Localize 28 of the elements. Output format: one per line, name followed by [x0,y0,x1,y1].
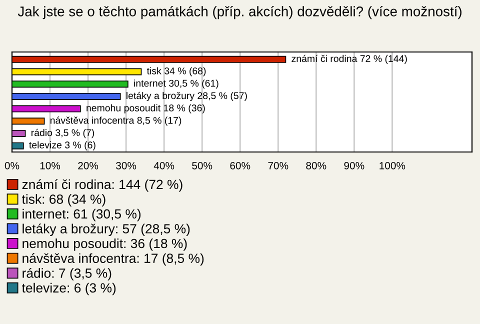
x-tick-label: 70% [268,162,288,170]
x-tick-label: 80% [306,162,326,170]
legend-label: letáky a brožury: 57 (28,5 %) [22,224,190,236]
legend-label: tisk: 68 (34 %) [22,194,106,206]
data-label: návštěva infocentra 8,5 % (17) [50,116,182,126]
data-label: známí či rodina 72 % (144) [292,54,407,64]
x-tick-label: 0% [4,162,20,170]
x-tick-label: 90% [344,162,364,170]
x-tick-label: 30% [116,162,136,170]
data-label: letáky a brožury 28,5 % (57) [126,92,247,102]
x-tick-label: 10% [40,162,60,170]
legend-label: nemohu posoudit: 36 (18 %) [22,238,187,251]
chart-title: Jak jste se o těchto památkách (příp. akcích) dozvěděli? (více možností) [18,6,462,20]
legend-label: rádio: 7 (3,5 %) [22,268,112,280]
x-tick-label: 60% [230,162,250,170]
x-tick-label: 50% [192,162,212,170]
data-label: nemohu posoudit 18 % (36) [86,104,205,114]
legend-label: známí či rodina: 144 (72 %) [22,179,182,192]
legend-label: internet: 61 (30,5 %) [22,208,141,222]
legend-label: návštěva infocentra: 17 (8,5 %) [22,253,204,266]
data-label: televize 3 % (6) [29,141,96,150]
data-label: internet 30,5 % (61) [134,80,218,89]
x-tick-label: 100% [380,162,406,170]
x-tick-label: 20% [78,162,98,170]
data-label: tisk 34 % (68) [146,67,206,76]
legend-label: televize: 6 (3 %) [22,282,116,296]
x-tick-label: 40% [154,162,174,170]
data-label: rádio 3,5 % (7) [32,128,94,138]
